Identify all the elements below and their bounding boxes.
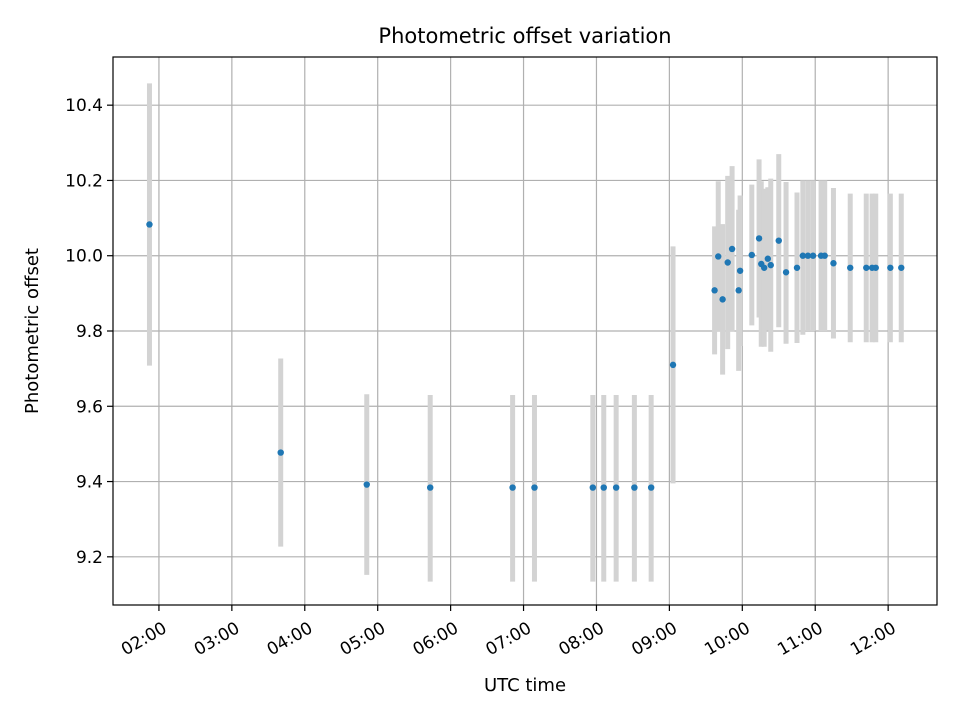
data-point [782,269,790,276]
data-point [735,287,742,294]
data-point [847,264,854,271]
x-axis-label: UTC time [484,675,566,696]
y-tick-label: 10.2 [65,171,103,191]
data-point [363,481,370,488]
data-point [600,484,607,491]
data-point [804,252,812,259]
data-point [728,245,736,253]
data-point [711,287,718,294]
data-point [872,264,879,271]
data-point [755,235,763,242]
data-points [146,221,905,491]
data-point [531,484,538,491]
data-point [146,221,153,228]
data-point [764,255,772,262]
data-point [799,252,807,259]
data-point [589,484,597,491]
data-point [863,264,870,271]
data-point [748,251,755,259]
y-tick-label: 9.6 [76,397,103,417]
y-tick-label: 9.8 [76,322,103,342]
data-point [631,484,638,491]
y-tick-label: 10.0 [65,247,103,267]
y-tick-label: 9.2 [76,548,103,568]
y-axis-label: Photometric offset [22,248,43,414]
data-point [775,237,782,244]
data-point [647,484,655,491]
data-point [809,252,817,259]
data-point [612,484,620,491]
data-point [821,252,828,259]
data-point [887,264,894,271]
data-point [760,264,768,271]
y-tick-label: 9.4 [76,473,103,493]
data-point [669,361,677,369]
data-point [767,261,774,269]
data-point [509,484,516,491]
grid-lines [113,57,937,605]
data-point [724,259,731,266]
y-tick-label: 10.4 [65,96,103,116]
data-point [277,449,284,456]
data-point [736,267,744,274]
data-point [715,253,722,260]
chart-title: Photometric offset variation [378,24,671,48]
data-point [793,264,801,271]
data-point [427,484,434,491]
data-point [830,260,837,267]
data-point [719,296,726,303]
y-axis-ticks: 9.2 9.4 9.6 9.8 10.0 10.2 10.4 [65,96,113,568]
data-point [898,264,905,271]
